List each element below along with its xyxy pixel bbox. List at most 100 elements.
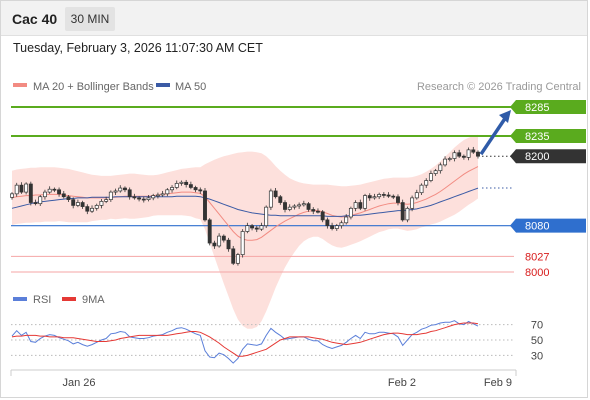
candle-body <box>447 158 452 160</box>
last-price-tag <box>510 149 586 164</box>
candle-body <box>66 196 71 200</box>
candle-body <box>311 209 316 212</box>
candle-body <box>203 190 207 221</box>
candle-body <box>372 196 377 199</box>
candle-body <box>38 196 43 205</box>
candle-body <box>42 191 47 198</box>
candle-body <box>113 190 118 193</box>
resistance-level-label: 8235 <box>525 131 549 143</box>
candle-body <box>123 187 127 191</box>
candle-body <box>301 203 306 206</box>
candle-body <box>235 254 240 264</box>
candle-body <box>61 193 66 198</box>
candle-body <box>457 152 462 157</box>
candle-body <box>24 183 29 193</box>
candle-body <box>377 194 382 198</box>
bollinger-band <box>12 134 478 329</box>
candle-body <box>419 184 424 194</box>
support-level-tag <box>510 218 586 233</box>
candle-body <box>226 239 231 250</box>
candle-body <box>306 203 311 210</box>
candle-body <box>330 225 335 229</box>
candle-body <box>184 181 189 185</box>
candle-body <box>10 193 14 198</box>
candle-body <box>141 198 146 201</box>
candle-body <box>240 231 245 255</box>
candle-body <box>452 152 457 159</box>
candle-body <box>14 184 19 195</box>
candle-body <box>19 184 24 193</box>
rsi-ma-line <box>11 322 479 357</box>
candle-body <box>339 222 344 227</box>
candle-body <box>104 199 109 202</box>
rsi-line <box>11 320 479 364</box>
resistance-level-tag <box>510 128 586 143</box>
candle-body <box>193 187 198 191</box>
candle-body <box>207 219 212 244</box>
rsi-ma-legend-label: 9MA <box>82 294 105 306</box>
rsi-level-label: 50 <box>531 335 543 347</box>
candle-body <box>396 196 400 203</box>
ma50-legend-swatch <box>156 83 170 87</box>
candle-body <box>348 207 353 218</box>
candle-body <box>297 204 302 207</box>
candle-body <box>461 155 466 158</box>
candle-body <box>231 248 236 264</box>
candle-body <box>155 194 160 197</box>
rsi-legend-swatch <box>13 297 27 301</box>
candle-body <box>127 189 132 198</box>
copyright-text: Research © 2026 Trading Central <box>417 81 581 93</box>
candle-body <box>316 210 320 213</box>
candle-body <box>94 205 99 209</box>
candle-body <box>118 187 123 192</box>
candle-body <box>47 188 52 193</box>
candle-body <box>212 242 217 247</box>
candle-body <box>424 180 429 186</box>
candle-body <box>99 201 104 206</box>
candle-body <box>250 225 255 229</box>
candle-body <box>146 197 151 200</box>
candle-body <box>400 202 405 221</box>
candle-body <box>217 235 222 247</box>
candle-body <box>386 194 391 197</box>
candle-body <box>165 189 170 195</box>
candle-body <box>358 202 363 209</box>
last-price-label: 8200 <box>525 151 549 163</box>
candle-body <box>179 181 184 184</box>
candle-body <box>334 225 339 229</box>
support-level-label: 8080 <box>525 221 549 233</box>
target-arrow-head <box>499 110 511 123</box>
x-tick-label: Feb 9 <box>484 377 512 389</box>
candle-body <box>381 194 386 196</box>
candle-body <box>151 195 156 199</box>
ma50-line <box>11 187 479 217</box>
candle-body <box>391 195 396 198</box>
candle-body <box>367 195 372 199</box>
candle-body <box>259 225 264 230</box>
header-bar: Cac 40 30 MIN <box>1 1 587 36</box>
instrument-title: Cac 40 <box>12 11 58 27</box>
candle-body <box>90 207 94 212</box>
candle-body <box>174 183 179 188</box>
candle-body <box>80 202 85 207</box>
candle-body <box>287 206 292 210</box>
timeframe-button[interactable]: 30 MIN <box>65 7 115 31</box>
rsi-legend-label: RSI <box>33 294 51 306</box>
candle-body <box>433 170 438 174</box>
candle-body <box>268 190 273 208</box>
candle-body <box>198 189 203 192</box>
candle-body <box>428 173 433 181</box>
candle-body <box>410 197 415 209</box>
candle-body <box>438 164 443 172</box>
target-arrow-shaft <box>479 116 508 156</box>
candle-body <box>108 191 113 200</box>
candle-body <box>75 202 80 206</box>
candle-body <box>57 189 62 195</box>
candle-body <box>325 219 330 227</box>
candle-body <box>414 192 419 199</box>
ma50-legend-label: MA 50 <box>175 81 206 93</box>
candle-body <box>245 225 250 232</box>
candle-body <box>292 205 297 208</box>
